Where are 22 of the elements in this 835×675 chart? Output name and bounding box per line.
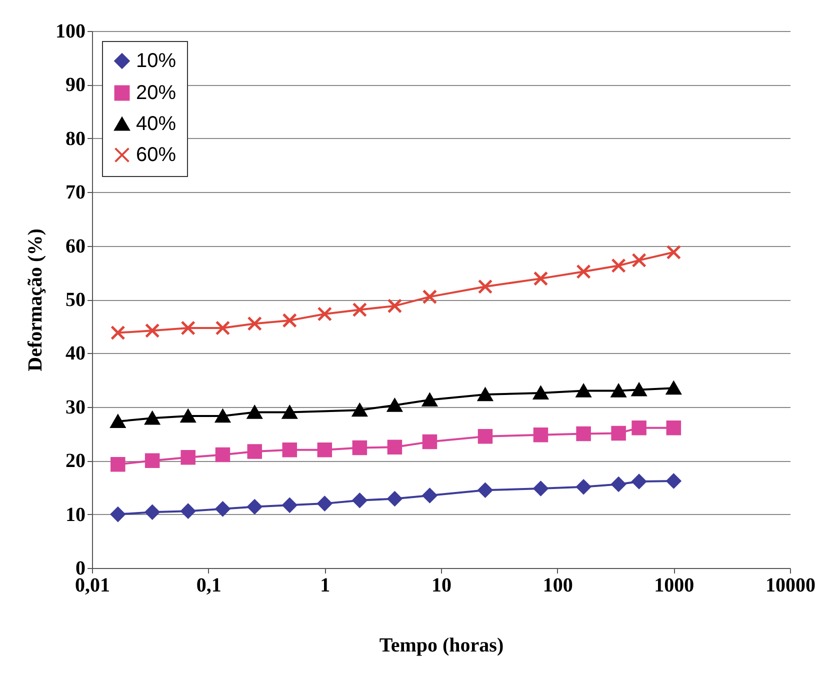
y-tick-label: 30 [66,396,86,418]
y-tick-label: 70 [66,182,86,204]
legend-label: 10% [136,50,176,72]
legend-label: 40% [136,113,176,135]
y-tick-label: 100 [56,20,86,42]
y-tick-label: 90 [66,74,86,96]
x-tick-label: 1 [320,574,330,596]
y-tick-label: 40 [66,342,86,365]
x-tick-label: 1000 [654,574,694,596]
y-tick-label: 50 [66,289,86,311]
y-tick-label: 20 [66,450,86,472]
x-axis-title: Tempo (horas) [379,634,504,656]
legend-label: 60% [136,144,176,166]
x-tick-label: 100 [542,574,573,596]
x-tick-label: 10000 [766,574,816,596]
legend-label: 20% [136,82,176,104]
y-tick-label: 60 [66,235,86,258]
y-tick-label: 80 [66,128,86,150]
x-tick-label: 10 [432,574,452,596]
x-tick-label: 0,1 [196,574,222,596]
y-axis-title: Deformação (%) [24,228,46,372]
y-tick-label: 10 [66,504,86,526]
